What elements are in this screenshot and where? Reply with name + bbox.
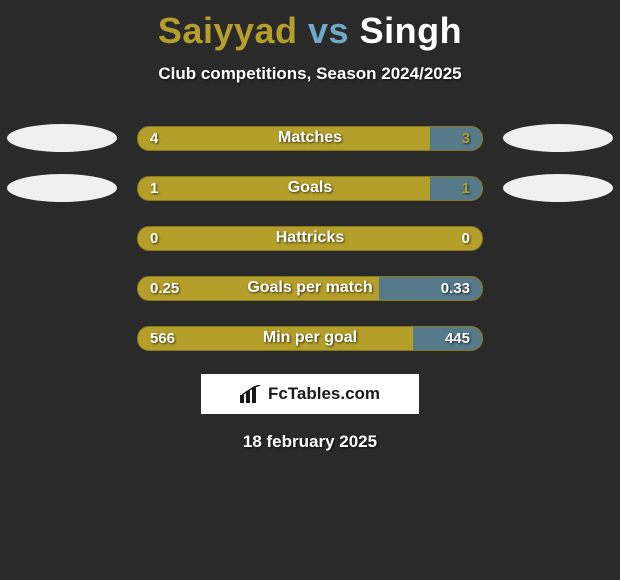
title-player2: Singh [360, 10, 462, 51]
page-title: Saiyyad vs Singh [0, 0, 620, 52]
brand-text: FcTables.com [268, 384, 380, 404]
title-vs: vs [308, 10, 349, 51]
spacer [503, 274, 613, 302]
player2-oval [503, 174, 613, 202]
player1-oval [7, 174, 117, 202]
player1-oval [7, 124, 117, 152]
title-player1: Saiyyad [158, 10, 298, 51]
stat-row: 1Goals1 [0, 174, 620, 202]
stat-bar: 0Hattricks0 [137, 226, 483, 251]
stat-bar-left-fill [138, 327, 413, 350]
stat-row: 4Matches3 [0, 124, 620, 152]
stat-bar-left-fill [138, 277, 379, 300]
spacer [7, 324, 117, 352]
stat-bar-right-fill [413, 327, 482, 350]
chart-icon [240, 385, 262, 403]
stat-bar: 4Matches3 [137, 126, 483, 151]
stat-bar-right-fill [379, 277, 482, 300]
stat-bar: 566Min per goal445 [137, 326, 483, 351]
stat-bar-left-fill [138, 177, 430, 200]
spacer [503, 324, 613, 352]
stat-bar-left-fill [138, 227, 482, 250]
subtitle: Club competitions, Season 2024/2025 [0, 64, 620, 84]
stat-bar: 0.25Goals per match0.33 [137, 276, 483, 301]
stat-bar-right-fill [430, 127, 482, 150]
stat-row: 0Hattricks0 [0, 224, 620, 252]
player2-oval [503, 124, 613, 152]
stat-row: 0.25Goals per match0.33 [0, 274, 620, 302]
stat-bar: 1Goals1 [137, 176, 483, 201]
spacer [503, 224, 613, 252]
spacer [7, 224, 117, 252]
comparison-card: Saiyyad vs Singh Club competitions, Seas… [0, 0, 620, 580]
spacer [7, 274, 117, 302]
stat-bar-right-fill [430, 177, 482, 200]
stat-row: 566Min per goal445 [0, 324, 620, 352]
stat-bar-left-fill [138, 127, 430, 150]
stat-rows-container: 4Matches3 1Goals1 0Hattricks0 0.25Goals per… [0, 124, 620, 352]
date-text: 18 february 2025 [0, 432, 620, 452]
brand-logo: FcTables.com [201, 374, 419, 414]
